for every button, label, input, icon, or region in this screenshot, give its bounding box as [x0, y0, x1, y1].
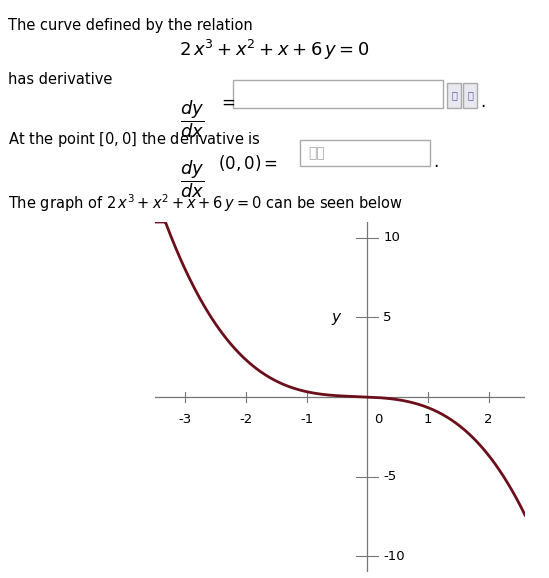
Text: $\dfrac{dy}{dx}$: $\dfrac{dy}{dx}$	[180, 98, 204, 140]
Text: 🖹: 🖹	[451, 90, 457, 101]
Bar	[300, 140, 430, 166]
Text: -3: -3	[179, 413, 192, 426]
Text: -2: -2	[239, 413, 253, 426]
Text: $=$: $=$	[218, 93, 236, 111]
Text: -5: -5	[383, 470, 396, 483]
Text: 10: 10	[383, 231, 400, 244]
Text: .: .	[480, 93, 485, 111]
Bar	[463, 83, 477, 108]
Text: -1: -1	[300, 413, 313, 426]
Text: The curve defined by the relation: The curve defined by the relation	[8, 18, 253, 33]
Text: $\dfrac{dy}{dx}$: $\dfrac{dy}{dx}$	[180, 158, 204, 199]
Text: 1: 1	[424, 413, 432, 426]
Text: -10: -10	[383, 550, 405, 562]
Text: y: y	[331, 310, 340, 325]
Text: has derivative: has derivative	[8, 72, 113, 87]
Text: At the point $[0, 0]$ the derivative is: At the point $[0, 0]$ the derivative is	[8, 130, 261, 149]
Text: The graph of $2\,x^3 + x^2 + x + 6\,y = 0$ can be seen below: The graph of $2\,x^3 + x^2 + x + 6\,y = …	[8, 192, 403, 214]
Text: 5: 5	[383, 311, 391, 324]
Text: $2\,x^3 + x^2 + x + 6\,y = 0$: $2\,x^3 + x^2 + x + 6\,y = 0$	[179, 38, 369, 62]
Bar	[447, 83, 461, 108]
Bar	[233, 80, 443, 108]
Text: 0: 0	[374, 413, 383, 426]
Text: 数字: 数字	[308, 146, 325, 160]
Text: 🖹: 🖹	[467, 90, 473, 101]
Text: $(0,0) =$: $(0,0) =$	[218, 153, 278, 173]
Text: .: .	[433, 153, 438, 171]
Text: 2: 2	[484, 413, 493, 426]
